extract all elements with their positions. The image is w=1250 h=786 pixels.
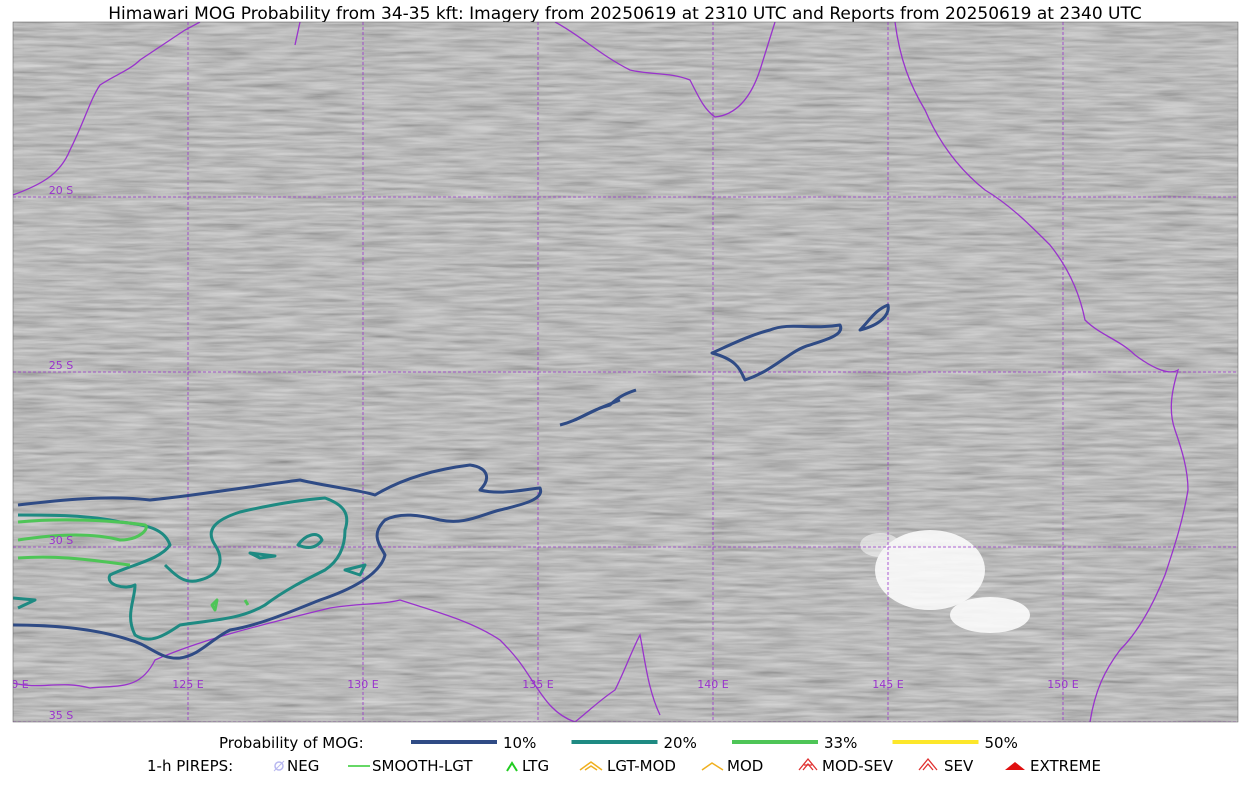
legend-label: SMOOTH-LGT xyxy=(372,757,473,775)
legend-label: SEV xyxy=(944,757,974,775)
longitude-label: 150 E xyxy=(1047,678,1078,691)
title: Himawari MOG Probability from 34-35 kft:… xyxy=(108,4,1142,24)
legend-probability: Probability of MOG: 10% 20% 33% 50% xyxy=(219,734,1018,752)
longitude-labels: 120 E 125 E 130 E 135 E 140 E 145 E 150 E xyxy=(0,678,1079,691)
latitude-label: 20 S xyxy=(49,184,73,197)
graticule xyxy=(13,22,1238,722)
longitude-label: 145 E xyxy=(872,678,903,691)
legend-label: 10% xyxy=(503,734,536,752)
latitude-label: 30 S xyxy=(49,534,73,547)
legend-label: EXTREME xyxy=(1030,757,1101,775)
cloud-cluster xyxy=(860,530,1030,633)
legend-pireps: 1-h PIREPS: NEG SMOOTH-LGT LTG LGT-MOD MOD MO… xyxy=(147,757,1101,775)
legend-label: NEG xyxy=(287,757,319,775)
latitude-label: 25 S xyxy=(49,359,73,372)
legend-label: MOD xyxy=(727,757,763,775)
legend-label: 20% xyxy=(664,734,697,752)
legend-label: LGT-MOD xyxy=(607,757,676,775)
longitude-label: 140 E xyxy=(697,678,728,691)
latitude-labels: 20 S 25 S 30 S 35 S xyxy=(49,184,73,722)
legend-title: Probability of MOG: xyxy=(219,734,364,752)
longitude-label: 130 E xyxy=(347,678,378,691)
longitude-label: 120 E xyxy=(0,678,29,691)
map-frame xyxy=(12,21,1239,723)
coastline xyxy=(13,22,1189,722)
legend-label: 33% xyxy=(824,734,857,752)
map: 120 E 125 E 130 E 135 E 140 E 145 E 150 E 20 S… xyxy=(0,22,1238,722)
legend-title: 1-h PIREPS: xyxy=(147,757,233,775)
legend-label: MOD-SEV xyxy=(822,757,894,775)
pirep-icons xyxy=(273,757,1025,772)
longitude-label: 125 E xyxy=(172,678,203,691)
longitude-label: 135 E xyxy=(522,678,553,691)
latitude-label: 35 S xyxy=(49,709,73,722)
legend-label: LTG xyxy=(522,757,549,775)
mog-contours xyxy=(13,303,890,660)
legend-label: 50% xyxy=(985,734,1018,752)
